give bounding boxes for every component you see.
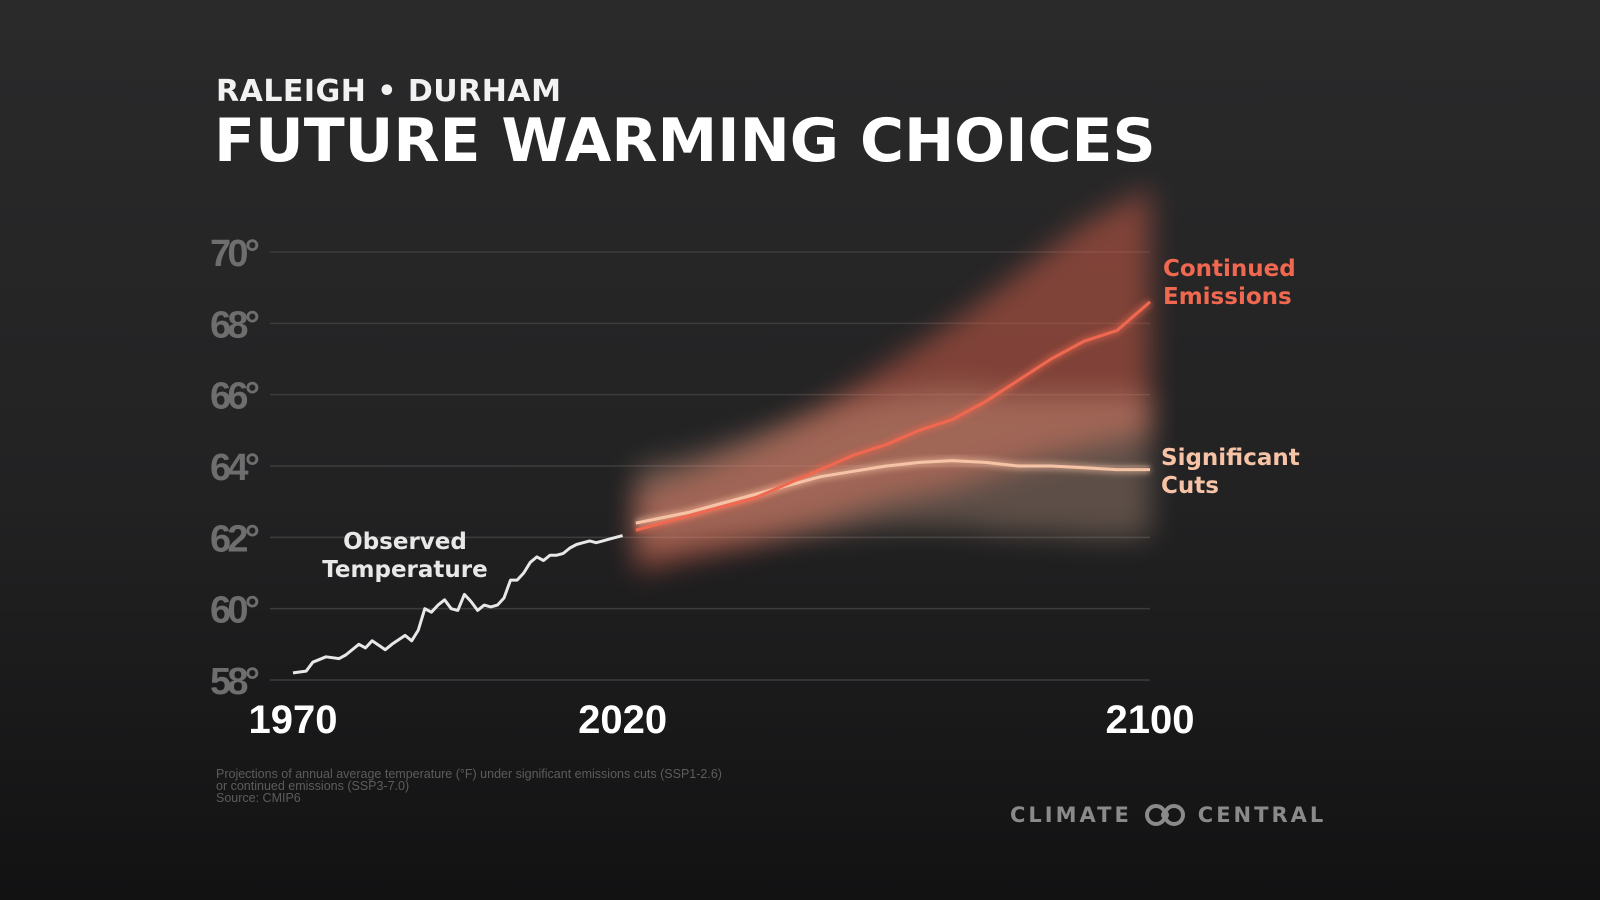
uncertainty-band [635,387,1150,552]
series-line-significant-cuts [635,459,1150,525]
footnote-source: Source: CMIP6 [216,791,301,805]
footnote: Projections of annual average temperatur… [216,767,722,805]
series-annotation: Observed [343,529,467,555]
chart-subtitle: RALEIGH • DURHAM [216,74,562,109]
series-line-observed-temperature [292,534,623,675]
logo-text-right: CENTRAL [1197,803,1327,827]
series-line-continued-emissions [635,300,1151,532]
logo-text-left: CLIMATE [1010,803,1132,827]
x-tick-label: 2100 [1106,698,1195,742]
y-tick-label: 70° [210,233,260,275]
series-annotation: Emissions [1163,284,1292,310]
y-tick-label: 68° [210,304,260,346]
logo-rings-icon [1144,804,1185,826]
y-tick-label: 62° [210,518,260,560]
series-annotation: Temperature [322,557,487,583]
series-annotation: Significant [1161,445,1300,471]
footnote-line: or continued emissions (SSP3-7.0) [216,779,410,793]
footnote-line: Projections of annual average temperatur… [216,767,722,781]
y-tick-label: 58° [210,661,260,703]
series-annotation: Cuts [1161,473,1219,499]
y-tick-label: 66° [210,376,260,418]
series-annotation: Continued [1163,256,1296,282]
x-tick-label: 1970 [249,698,338,742]
y-tick-label: 64° [210,447,260,489]
y-tick-label: 60° [210,590,260,632]
x-tick-label: 2020 [578,698,667,742]
chart-title: FUTURE WARMING CHOICES [214,106,1156,176]
climate-central-logo: CLIMATE CENTRAL [1010,803,1326,827]
